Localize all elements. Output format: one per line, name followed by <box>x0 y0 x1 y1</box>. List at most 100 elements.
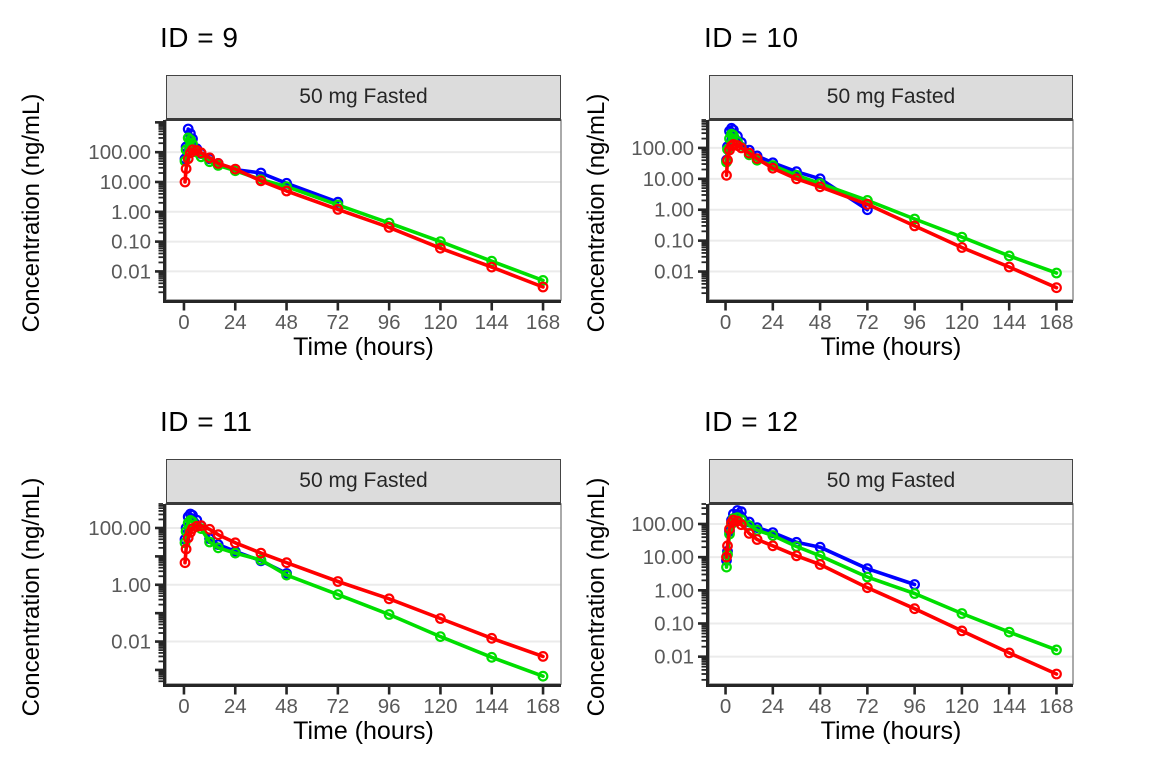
data-point-red <box>862 198 873 210</box>
x-tick-label: 168 <box>526 311 560 334</box>
data-point-red <box>1003 647 1015 659</box>
panel-title: ID = 10 <box>704 22 799 53</box>
data-point-red <box>909 220 921 232</box>
data-point-red <box>212 157 224 169</box>
y-tick-label: 100.00 <box>631 137 694 160</box>
data-point-red <box>862 582 873 594</box>
data-point-red <box>486 632 498 644</box>
data-point-red <box>1003 261 1015 273</box>
data-point-green <box>1003 626 1015 638</box>
x-tick-label: 48 <box>275 695 298 718</box>
plot-area-id-10: 0.01 0.10 1.00 10.00 100.00 0 24 48 72 96 120 144 16… <box>631 119 1074 334</box>
data-point-green <box>767 530 779 541</box>
y-axis-title: Concentration (ng/mL) <box>583 93 610 333</box>
data-point-red <box>212 529 224 541</box>
x-tick-label: 96 <box>903 311 926 334</box>
y-tick-label: 0.10 <box>654 612 694 635</box>
x-tick-label: 72 <box>856 695 879 718</box>
data-point-red <box>767 162 779 174</box>
data-point-red <box>537 651 549 662</box>
y-tick-label: 1.00 <box>654 579 694 602</box>
data-point-red <box>435 613 446 624</box>
y-tick-label: 0.10 <box>111 231 151 254</box>
panel-border <box>165 503 562 685</box>
data-point-red <box>179 176 191 188</box>
x-tick-label: 96 <box>378 311 401 334</box>
y-tick-label: 0.01 <box>654 261 694 284</box>
data-point-green <box>909 588 921 599</box>
x-axis-title: Time (hours) <box>820 333 962 361</box>
facet-strip-label: 50 mg Fasted <box>299 85 428 108</box>
data-point-green <box>1003 250 1015 262</box>
y-axis-title: Concentration (ng/mL) <box>583 477 610 717</box>
data-point-red <box>486 261 498 273</box>
plot-area-id-11: 0.01 1.00 100.00 0 24 48 72 96 120 144 168 <box>88 503 562 718</box>
data-point-red <box>229 537 241 549</box>
x-axis-title: Time (hours) <box>820 717 962 745</box>
data-point-green <box>383 609 395 620</box>
x-tick-label: 168 <box>526 695 560 718</box>
x-tick-label: 48 <box>809 695 832 718</box>
y-tick-label: 1.00 <box>111 201 151 224</box>
y-tick-label: 10.00 <box>643 546 694 569</box>
facet-strip: 50 mg Fasted <box>166 459 561 505</box>
data-point-red <box>180 163 192 175</box>
data-point-red <box>1051 668 1062 680</box>
x-tick-label: 72 <box>326 311 349 334</box>
panel-title: ID = 9 <box>160 22 239 53</box>
series-line-green <box>183 136 545 283</box>
x-tick-label: 24 <box>224 695 247 718</box>
x-tick-label: 144 <box>992 311 1026 334</box>
data-point-red <box>724 523 735 535</box>
x-tick-label: 120 <box>945 311 979 334</box>
x-tick-label: 72 <box>326 695 349 718</box>
panel-id-9: 0.01 0.10 1.00 10.00 100.00 0 24 48 72 96 120 144 16… <box>0 0 576 384</box>
data-point-red <box>721 169 732 181</box>
data-point-red <box>229 163 241 175</box>
x-tick-label: 0 <box>178 311 189 334</box>
x-tick-label: 24 <box>761 311 784 334</box>
data-point-red <box>956 242 968 253</box>
data-point-red <box>191 520 203 532</box>
y-tick-label: 0.01 <box>654 646 694 669</box>
y-tick-label: 100.00 <box>631 513 694 536</box>
data-point-red <box>179 557 191 569</box>
x-tick-label: 0 <box>720 695 731 718</box>
y-tick-label: 100.00 <box>88 517 151 540</box>
facet-strip-label: 50 mg Fasted <box>826 469 956 492</box>
data-point-green <box>332 589 344 601</box>
x-tick-label: 0 <box>178 695 189 718</box>
facet-strip-label: 50 mg Fasted <box>826 85 956 108</box>
y-tick-label: 0.10 <box>654 230 694 253</box>
plot-area-id-12: 0.01 0.10 1.00 10.00 100.00 0 24 48 72 96 120 144 16… <box>631 503 1074 718</box>
x-tick-label: 24 <box>224 311 247 334</box>
data-point-green <box>862 571 873 583</box>
data-point-green <box>486 651 498 663</box>
x-axis-title: Time (hours) <box>293 717 434 745</box>
data-point-green <box>1051 267 1062 279</box>
y-tick-label: 0.01 <box>111 260 151 283</box>
y-tick-label: 10.00 <box>643 168 694 191</box>
data-point-green <box>212 542 224 554</box>
x-tick-label: 96 <box>903 695 926 718</box>
x-tick-label: 48 <box>275 311 298 334</box>
x-tick-label: 144 <box>475 311 509 334</box>
data-point-red <box>281 185 293 197</box>
data-point-red <box>332 576 344 587</box>
y-tick-label: 10.00 <box>100 171 151 194</box>
series-line-green <box>183 518 545 678</box>
data-point-red <box>722 154 733 166</box>
data-point-red <box>722 540 733 552</box>
x-tick-label: 48 <box>809 311 832 334</box>
data-point-red <box>743 147 755 159</box>
data-point-red <box>195 147 207 159</box>
x-tick-label: 120 <box>423 311 457 334</box>
x-tick-label: 72 <box>856 311 879 334</box>
x-tick-label: 120 <box>423 695 457 718</box>
data-point-red <box>332 203 344 215</box>
data-point-red <box>383 593 395 605</box>
facet-strip-label: 50 mg Fasted <box>299 469 428 492</box>
y-axis-title: Concentration (ng/mL) <box>18 477 45 717</box>
data-point-red <box>751 153 763 165</box>
